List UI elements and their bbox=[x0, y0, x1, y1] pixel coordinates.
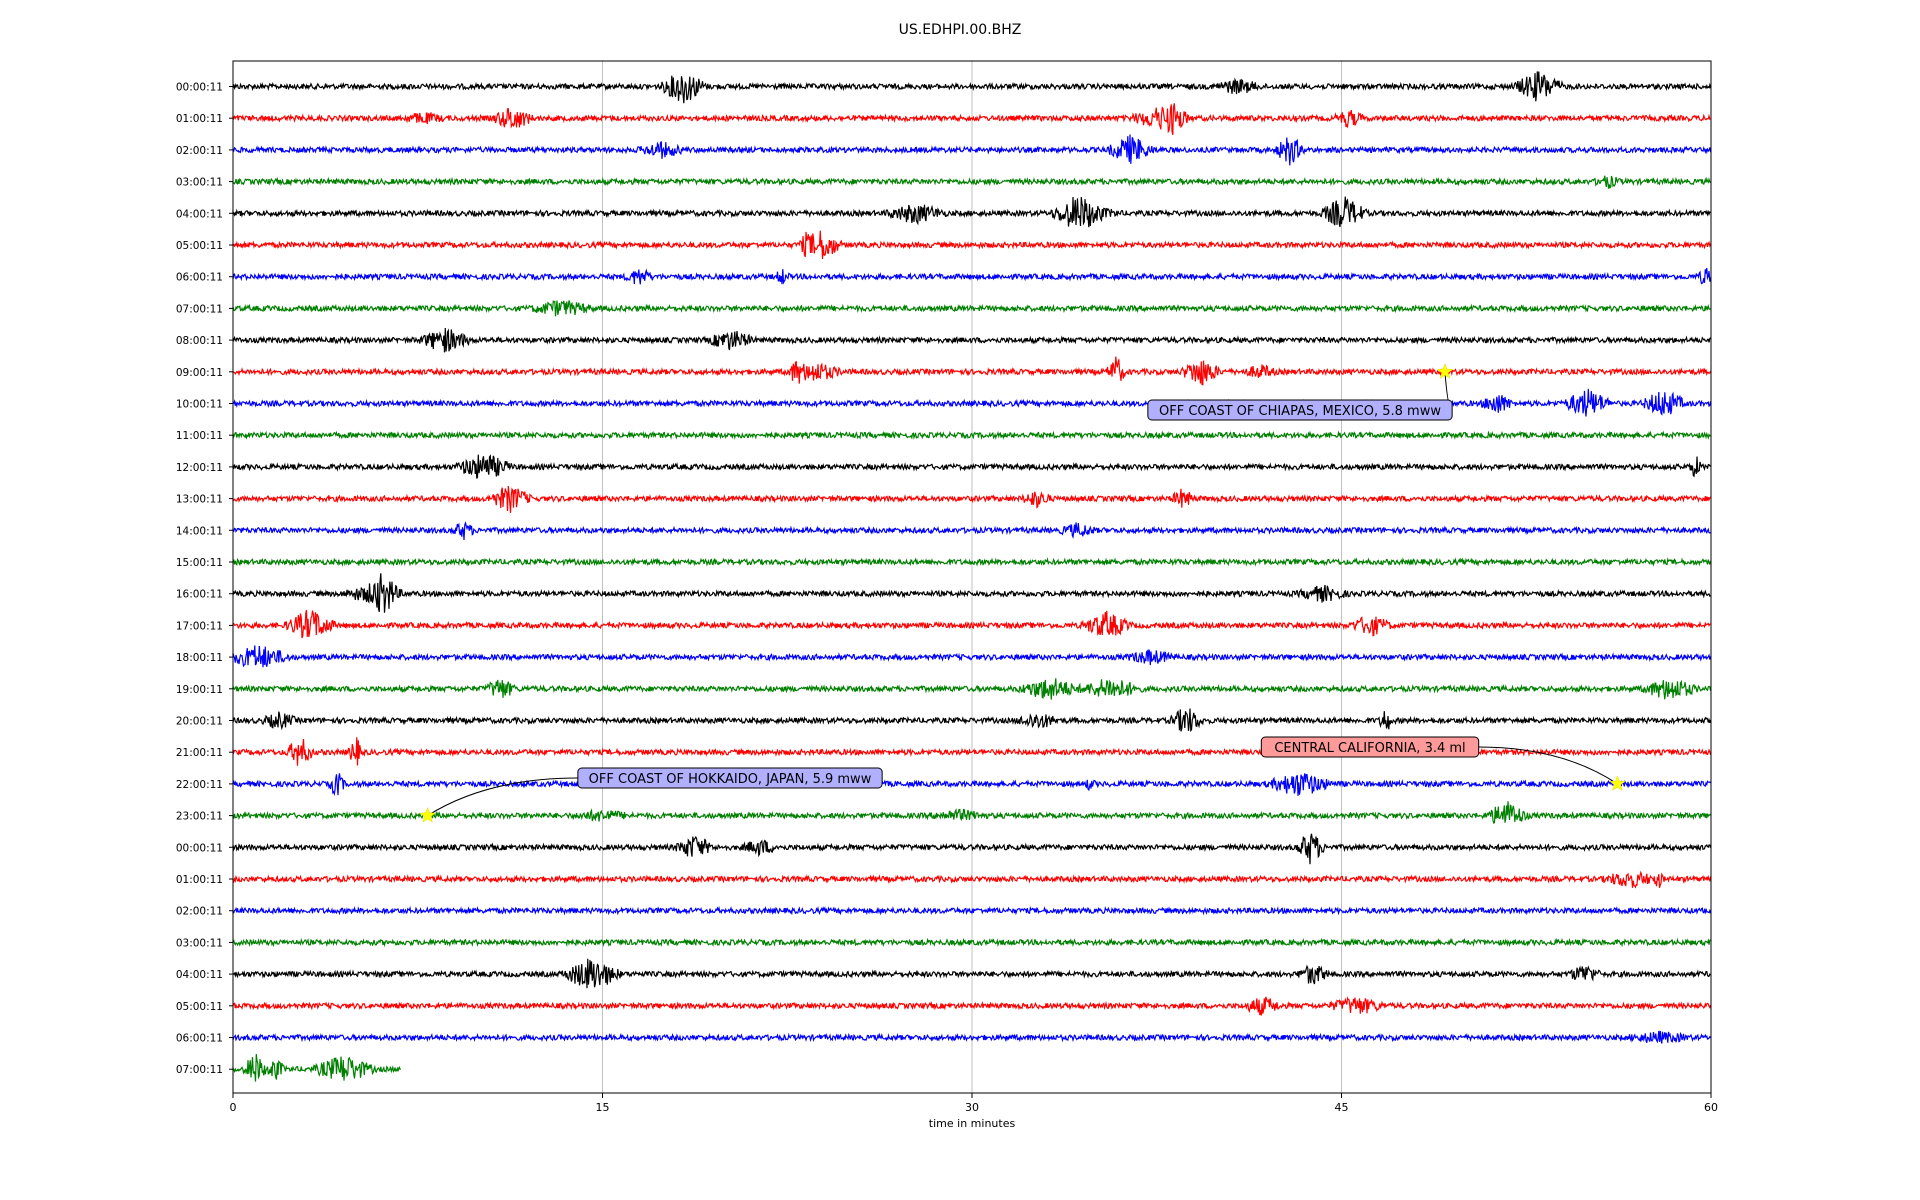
row-label-14: 14:00:11 bbox=[176, 525, 223, 537]
trace-row-22 bbox=[232, 773, 1711, 797]
row-label-28: 04:00:11 bbox=[176, 969, 223, 981]
event-star-icon-0 bbox=[1436, 363, 1454, 379]
row-label-2: 02:00:11 bbox=[176, 145, 223, 157]
trace-row-3 bbox=[232, 175, 1712, 189]
x-tick-label-30: 30 bbox=[965, 1101, 979, 1114]
trace-row-11 bbox=[232, 430, 1711, 441]
trace-row-17 bbox=[232, 609, 1711, 639]
row-label-24: 00:00:11 bbox=[176, 842, 223, 854]
trace-row-29 bbox=[232, 996, 1712, 1016]
row-label-20: 20:00:11 bbox=[176, 716, 223, 728]
x-tick-label-60: 60 bbox=[1704, 1101, 1718, 1114]
row-label-22: 22:00:11 bbox=[176, 779, 223, 791]
annotation-label-2: OFF COAST OF HOKKAIDO, JAPAN, 5.9 mww bbox=[589, 772, 872, 787]
trace-row-30 bbox=[232, 1030, 1712, 1044]
trace-row-16 bbox=[232, 573, 1711, 613]
row-label-29: 05:00:11 bbox=[176, 1001, 223, 1013]
row-time-labels: 00:00:11 01:00:11 02:00:11 03:00:11 04:00:11… bbox=[176, 82, 233, 1076]
x-tick-label-45: 45 bbox=[1335, 1101, 1349, 1114]
trace-row-24 bbox=[232, 833, 1712, 865]
trace-row-19 bbox=[232, 678, 1712, 700]
trace-row-28 bbox=[233, 958, 1711, 989]
row-label-4: 04:00:11 bbox=[176, 208, 223, 220]
row-label-30: 06:00:11 bbox=[176, 1033, 223, 1045]
trace-row-14 bbox=[232, 521, 1711, 541]
trace-row-0 bbox=[232, 71, 1712, 104]
annotation-label-0: OFF COAST OF CHIAPAS, MEXICO, 5.8 mww bbox=[1159, 404, 1441, 419]
annotation-box-1 bbox=[1260, 736, 1480, 758]
row-label-1: 01:00:11 bbox=[176, 113, 223, 125]
trace-row-20 bbox=[232, 708, 1712, 733]
row-label-23: 23:00:11 bbox=[176, 811, 223, 823]
trace-row-1 bbox=[232, 103, 1711, 136]
row-label-6: 06:00:11 bbox=[176, 272, 223, 284]
trace-row-4 bbox=[232, 196, 1711, 228]
trace-row-18 bbox=[232, 645, 1712, 668]
trace-row-5 bbox=[232, 230, 1712, 260]
trace-row-7 bbox=[232, 300, 1711, 317]
annotation-box-0 bbox=[1147, 399, 1453, 421]
annotation-connector-1 bbox=[1478, 746, 1618, 785]
row-label-18: 18:00:11 bbox=[176, 652, 223, 664]
trace-lines bbox=[232, 71, 1712, 1082]
annotation-connector-2 bbox=[427, 777, 578, 817]
row-label-7: 07:00:11 bbox=[176, 303, 223, 315]
trace-row-23 bbox=[232, 801, 1712, 825]
annotation-label-1: CENTRAL CALIFORNIA, 3.4 ml bbox=[1274, 741, 1465, 756]
trace-row-6 bbox=[232, 268, 1712, 285]
annotation-box-2 bbox=[577, 767, 883, 789]
trace-row-9 bbox=[232, 356, 1712, 386]
row-label-12: 12:00:11 bbox=[176, 462, 223, 474]
row-label-26: 02:00:11 bbox=[176, 906, 223, 918]
row-label-8: 08:00:11 bbox=[176, 335, 223, 347]
row-label-11: 11:00:11 bbox=[176, 430, 223, 442]
x-axis-ticks: 0 15 30 45 60 bbox=[230, 1093, 1718, 1114]
event-annotations: OFF COAST OF CHIAPAS, MEXICO, 5.8 mww CEN… bbox=[419, 363, 1626, 823]
trace-row-27 bbox=[232, 937, 1711, 948]
trace-row-10 bbox=[232, 388, 1712, 417]
row-label-0: 00:00:11 bbox=[176, 82, 223, 94]
row-label-17: 17:00:11 bbox=[176, 620, 223, 632]
row-label-19: 19:00:11 bbox=[176, 684, 223, 696]
event-star-icon-1 bbox=[1609, 775, 1626, 791]
x-tick-label-0: 0 bbox=[230, 1101, 237, 1114]
trace-row-2 bbox=[232, 134, 1712, 166]
row-label-16: 16:00:11 bbox=[176, 589, 223, 601]
row-label-27: 03:00:11 bbox=[176, 937, 223, 949]
row-label-3: 03:00:11 bbox=[176, 177, 223, 189]
grid-lines bbox=[602, 61, 1342, 1093]
trace-row-8 bbox=[232, 327, 1711, 353]
row-label-15: 15:00:11 bbox=[176, 557, 223, 569]
row-label-31: 07:00:11 bbox=[176, 1064, 223, 1076]
plot-frame bbox=[232, 60, 1712, 1094]
row-label-21: 21:00:11 bbox=[176, 747, 223, 759]
row-label-5: 05:00:11 bbox=[176, 240, 223, 252]
row-label-10: 10:00:11 bbox=[176, 399, 223, 411]
trace-row-31 bbox=[232, 1054, 401, 1082]
row-label-9: 09:00:11 bbox=[176, 367, 223, 379]
trace-row-15 bbox=[232, 557, 1712, 567]
event-star-icon-2 bbox=[419, 806, 436, 823]
trace-row-12 bbox=[232, 454, 1711, 479]
x-tick-label-15: 15 bbox=[596, 1101, 610, 1114]
row-label-13: 13:00:11 bbox=[176, 494, 223, 506]
trace-row-13 bbox=[232, 485, 1711, 513]
trace-row-26 bbox=[232, 905, 1712, 916]
trace-row-25 bbox=[232, 870, 1712, 889]
row-label-25: 01:00:11 bbox=[176, 874, 223, 886]
x-axis-label: time in minutes bbox=[929, 1117, 1016, 1130]
chart-title: US.EDHPI.00.BHZ bbox=[899, 22, 1022, 38]
